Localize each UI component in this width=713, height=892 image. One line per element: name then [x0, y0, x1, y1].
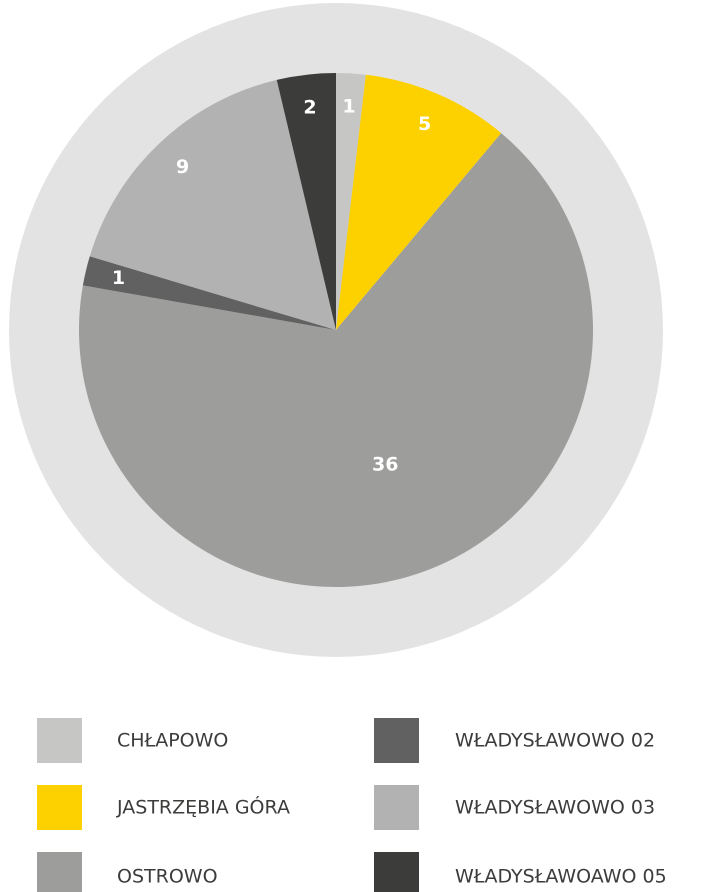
data-label: 36 [372, 454, 398, 476]
pie-slice [79, 133, 593, 587]
legend-label: WŁADYSŁAWOAWO 05 [455, 866, 667, 888]
data-label: 1 [112, 267, 125, 289]
legend-label: WŁADYSŁAWOWO 03 [455, 797, 655, 819]
legend-swatch [37, 718, 82, 763]
legend-swatch [374, 718, 419, 763]
legend-label: JASTRZĘBIA GÓRA [116, 795, 290, 819]
pie-slice [336, 74, 502, 331]
data-label: 9 [176, 156, 189, 178]
legend-label: OSTROWO [117, 866, 218, 888]
legend-swatch [37, 785, 82, 830]
legend-label: WŁADYSŁAWOWO 02 [455, 730, 655, 752]
data-label: 1 [342, 95, 355, 117]
legend-swatch [374, 785, 419, 830]
pie-slice [276, 73, 336, 330]
pie-slice [336, 73, 366, 330]
legend-label: CHŁAPOWO [117, 730, 228, 752]
pie-slice [82, 256, 336, 330]
data-label: 5 [418, 113, 431, 135]
legend-swatch [374, 852, 419, 892]
pie-slice [89, 79, 336, 331]
legend-swatch [37, 852, 82, 892]
data-label: 2 [303, 96, 316, 118]
